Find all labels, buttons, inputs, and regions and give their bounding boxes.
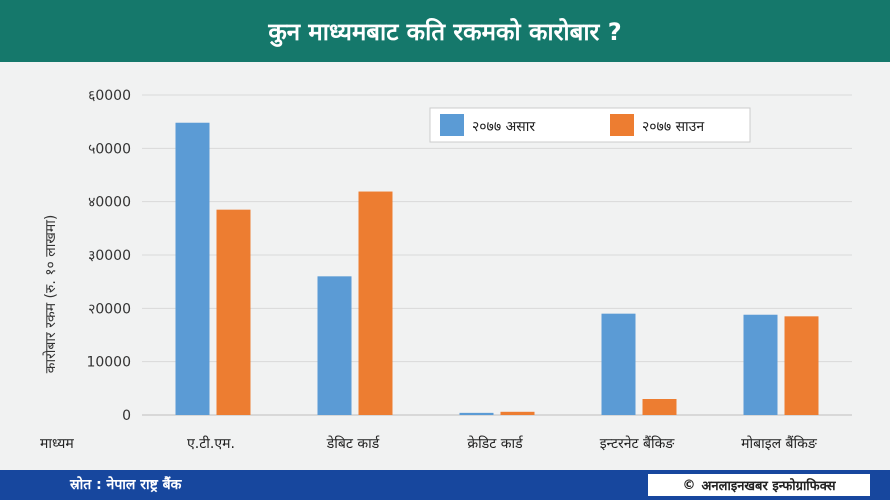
legend-swatch-saun xyxy=(610,114,634,136)
legend-box xyxy=(429,107,751,143)
bar-saun-3 xyxy=(642,399,677,415)
x-tick-label: ए.टी.एम. xyxy=(187,435,235,452)
y-tick-label: ४0000 xyxy=(88,195,131,211)
y-axis-label: कारोबार रकम (रु. १० लाखमा) xyxy=(42,215,59,374)
y-tick-label: 0 xyxy=(122,408,131,424)
x-axis-label: माध्यम xyxy=(40,436,74,452)
legend: २०७७ असार २०७७ साउन xyxy=(429,107,751,143)
x-tick-label: मोबाइल बैंकिङ xyxy=(741,435,818,452)
y-tick-label: ६0000 xyxy=(88,88,131,104)
source-text: स्रोत : नेपाल राष्ट्र बैंक xyxy=(70,477,182,493)
y-tick-label: 10000 xyxy=(86,355,131,371)
bar-asar-4 xyxy=(743,314,778,415)
bar-chart: 0 10000 २0000 ३0000 ४0000 ५0000 ६0000 ए.टी.एम.… xyxy=(40,88,852,452)
legend-label-saun: २०७७ साउन xyxy=(642,119,704,135)
bar-saun-2 xyxy=(500,411,535,415)
y-tick-label: ५0000 xyxy=(88,141,131,157)
legend-swatch-asar xyxy=(440,114,464,136)
bar-asar-0 xyxy=(175,122,210,415)
chart-title: कुन माध्यमबाट कति रकमको कारोबार ? xyxy=(268,17,622,46)
x-tick-label: इन्टरनेट बैंकिङ xyxy=(600,435,676,452)
footer-bar: स्रोत : नेपाल राष्ट्र बैंक © अनलाइनखबर इ… xyxy=(0,470,890,500)
y-tick-label: २0000 xyxy=(88,301,131,317)
bar-saun-1 xyxy=(358,191,393,415)
bar-saun-4 xyxy=(784,316,819,415)
x-tick-label: क्रेडिट कार्ड xyxy=(467,435,523,452)
credit-text: अनलाइनखबर इन्फोग्राफिक्स xyxy=(701,479,836,494)
legend-label-asar: २०७७ असार xyxy=(472,119,535,135)
y-tick-label: ३0000 xyxy=(88,248,131,264)
bar-asar-1 xyxy=(317,276,352,415)
title-bar: कुन माध्यमबाट कति रकमको कारोबार ? xyxy=(0,0,890,62)
bar-asar-3 xyxy=(601,313,636,415)
copyright-icon: © xyxy=(682,477,696,493)
bar-saun-0 xyxy=(216,209,251,415)
bar-asar-2 xyxy=(459,412,494,415)
chart-area: 0 10000 २0000 ३0000 ४0000 ५0000 ६0000 ए.टी.एम.… xyxy=(0,62,890,470)
credit-box: © अनलाइनखबर इन्फोग्राफिक्स xyxy=(648,474,870,496)
x-tick-label: डेबिट कार्ड xyxy=(326,435,380,452)
